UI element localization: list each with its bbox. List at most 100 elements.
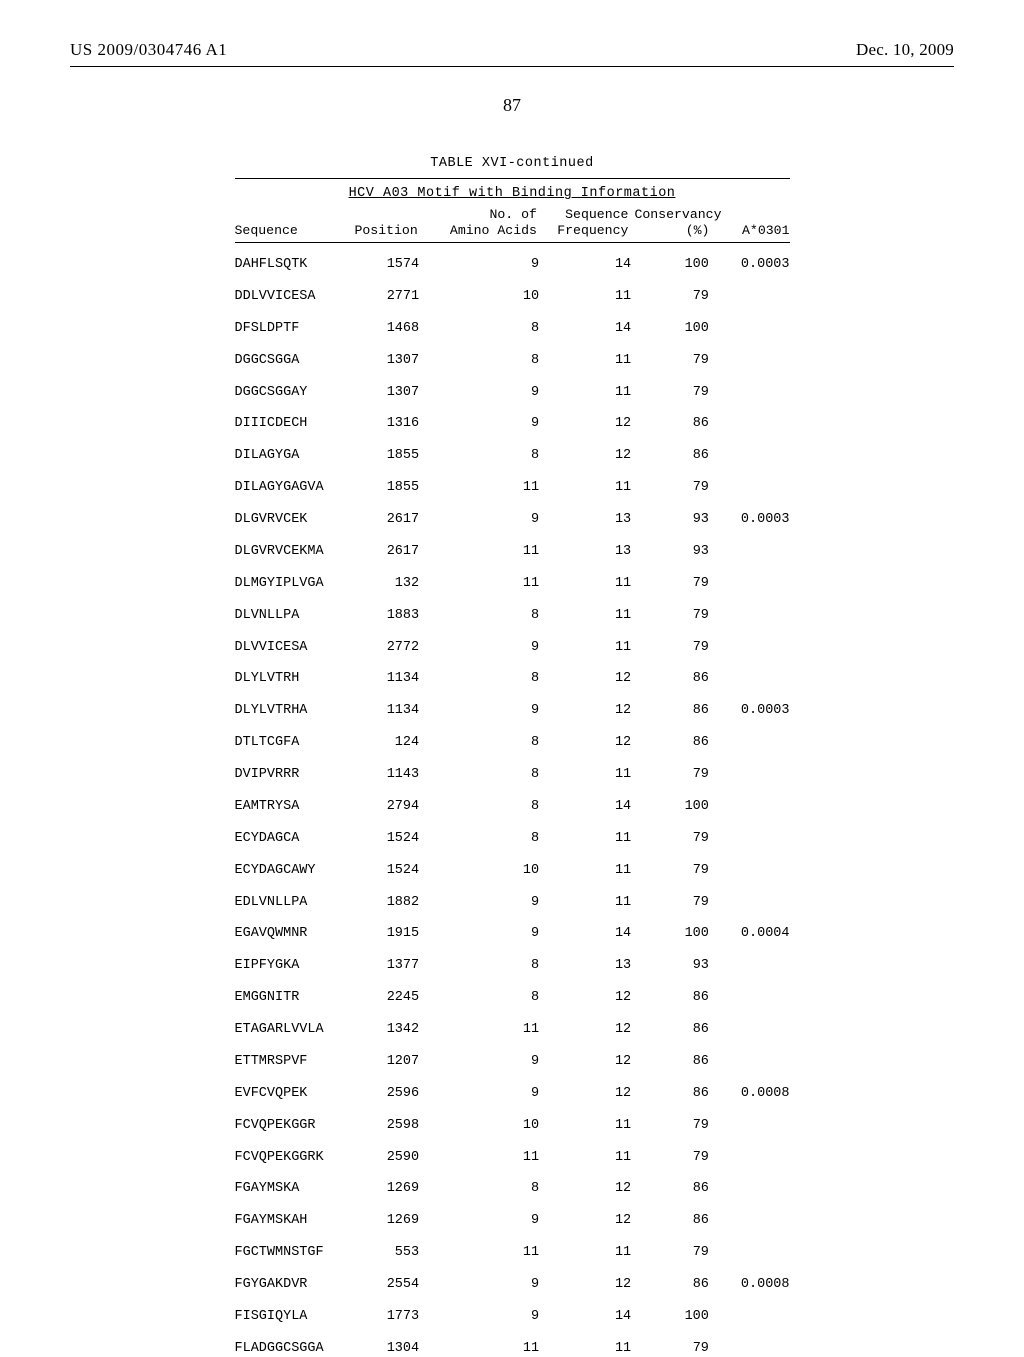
cell-sequence: DLMGYIPLVGA bbox=[235, 576, 345, 592]
cell-amino: 9 bbox=[429, 257, 545, 273]
cell-position: 1377 bbox=[344, 958, 429, 974]
table-subtitle: HCV A03 Motif with Binding Information bbox=[235, 186, 790, 202]
cell-conservancy: 86 bbox=[637, 990, 715, 1006]
cell-sequence: EDLVNLLPA bbox=[235, 895, 345, 911]
cell-amino: 8 bbox=[429, 831, 545, 847]
cell-sequence: ETAGARLVVLA bbox=[235, 1022, 345, 1038]
cell-a0301 bbox=[715, 289, 790, 305]
cell-amino: 9 bbox=[429, 385, 545, 401]
cell-position: 1468 bbox=[344, 321, 429, 337]
cell-amino: 9 bbox=[429, 1309, 545, 1325]
table-row: DIIICDECH131691286 bbox=[235, 416, 790, 432]
cell-conservancy: 86 bbox=[637, 1181, 715, 1197]
table-row: FGAYMSKAH126991286 bbox=[235, 1213, 790, 1229]
cell-sequence: FGYGAKDVR bbox=[235, 1277, 345, 1293]
cell-a0301 bbox=[715, 416, 790, 432]
cell-conservancy: 86 bbox=[637, 1213, 715, 1229]
cell-position: 2598 bbox=[344, 1118, 429, 1134]
cell-a0301 bbox=[715, 321, 790, 337]
cell-frequency: 11 bbox=[545, 767, 637, 783]
table-row: EVFCVQPEK2596912860.0008 bbox=[235, 1086, 790, 1102]
table-row: ETAGARLVVLA1342111286 bbox=[235, 1022, 790, 1038]
cell-position: 2794 bbox=[344, 799, 429, 815]
cell-position: 1143 bbox=[344, 767, 429, 783]
cell-frequency: 12 bbox=[545, 703, 637, 719]
cell-conservancy: 79 bbox=[637, 576, 715, 592]
cell-amino: 9 bbox=[429, 703, 545, 719]
cell-conservancy: 79 bbox=[637, 353, 715, 369]
cell-amino: 8 bbox=[429, 958, 545, 974]
cell-sequence: DILAGYGA bbox=[235, 448, 345, 464]
cell-a0301 bbox=[715, 576, 790, 592]
cell-amino: 9 bbox=[429, 1054, 545, 1070]
cell-amino: 10 bbox=[429, 863, 545, 879]
cell-a0301: 0.0004 bbox=[715, 926, 790, 942]
cell-amino: 8 bbox=[429, 448, 545, 464]
col-header-frequency: Sequence Frequency bbox=[543, 207, 634, 239]
cell-a0301 bbox=[715, 895, 790, 911]
table-row: DLYLVTRH113481286 bbox=[235, 671, 790, 687]
cell-frequency: 11 bbox=[545, 863, 637, 879]
table-row: DLVVICESA277291179 bbox=[235, 640, 790, 656]
cell-position: 1524 bbox=[344, 831, 429, 847]
cell-frequency: 11 bbox=[545, 608, 637, 624]
cell-a0301 bbox=[715, 831, 790, 847]
cell-sequence: FLADGGCSGGA bbox=[235, 1341, 345, 1357]
cell-frequency: 12 bbox=[545, 416, 637, 432]
table-row: DILAGYGA185581286 bbox=[235, 448, 790, 464]
cell-amino: 9 bbox=[429, 926, 545, 942]
col-header-amino: No. of Amino Acids bbox=[428, 207, 543, 239]
cell-amino: 11 bbox=[429, 576, 545, 592]
cell-conservancy: 100 bbox=[637, 1309, 715, 1325]
cell-amino: 8 bbox=[429, 799, 545, 815]
cell-a0301 bbox=[715, 353, 790, 369]
cell-conservancy: 79 bbox=[637, 1150, 715, 1166]
cell-amino: 8 bbox=[429, 735, 545, 751]
cell-conservancy: 79 bbox=[637, 767, 715, 783]
cell-position: 2590 bbox=[344, 1150, 429, 1166]
cell-a0301: 0.0003 bbox=[715, 703, 790, 719]
cell-position: 1134 bbox=[344, 703, 429, 719]
cell-conservancy: 79 bbox=[637, 1341, 715, 1357]
cell-sequence: FISGIQYLA bbox=[235, 1309, 345, 1325]
page-number: 87 bbox=[70, 95, 954, 116]
cell-frequency: 11 bbox=[545, 895, 637, 911]
cell-a0301 bbox=[715, 1341, 790, 1357]
cell-frequency: 14 bbox=[545, 926, 637, 942]
table-row: FLADGGCSGGA1304111179 bbox=[235, 1341, 790, 1357]
cell-sequence: DAHFLSQTK bbox=[235, 257, 345, 273]
cell-conservancy: 79 bbox=[637, 1118, 715, 1134]
table-row: DGGCSGGA130781179 bbox=[235, 353, 790, 369]
cell-frequency: 14 bbox=[545, 1309, 637, 1325]
cell-conservancy: 93 bbox=[637, 512, 715, 528]
cell-conservancy: 86 bbox=[637, 671, 715, 687]
table-row: FCVQPEKGGR2598101179 bbox=[235, 1118, 790, 1134]
cell-amino: 10 bbox=[429, 289, 545, 305]
table-row: DDLVVICESA2771101179 bbox=[235, 289, 790, 305]
cell-amino: 9 bbox=[429, 895, 545, 911]
cell-frequency: 11 bbox=[545, 831, 637, 847]
cell-conservancy: 86 bbox=[637, 1054, 715, 1070]
cell-amino: 8 bbox=[429, 671, 545, 687]
table-caption: TABLE XVI-continued bbox=[235, 156, 790, 172]
cell-frequency: 11 bbox=[545, 1341, 637, 1357]
cell-conservancy: 100 bbox=[637, 799, 715, 815]
cell-sequence: DLYLVTRH bbox=[235, 671, 345, 687]
table-row: FGYGAKDVR2554912860.0008 bbox=[235, 1277, 790, 1293]
table-row: ECYDAGCA152481179 bbox=[235, 831, 790, 847]
cell-frequency: 12 bbox=[545, 671, 637, 687]
cell-sequence: EVFCVQPEK bbox=[235, 1086, 345, 1102]
page-header: US 2009/0304746 A1 Dec. 10, 2009 bbox=[70, 40, 954, 60]
cell-frequency: 14 bbox=[545, 799, 637, 815]
col-header-position: Position bbox=[344, 223, 428, 239]
cell-a0301 bbox=[715, 1118, 790, 1134]
cell-sequence: DLVNLLPA bbox=[235, 608, 345, 624]
cell-conservancy: 86 bbox=[637, 1022, 715, 1038]
cell-a0301 bbox=[715, 480, 790, 496]
cell-position: 1915 bbox=[344, 926, 429, 942]
cell-sequence: FCVQPEKGGR bbox=[235, 1118, 345, 1134]
cell-sequence: DVIPVRRR bbox=[235, 767, 345, 783]
cell-amino: 8 bbox=[429, 321, 545, 337]
table-row: DLVNLLPA188381179 bbox=[235, 608, 790, 624]
cell-sequence: DLYLVTRHA bbox=[235, 703, 345, 719]
